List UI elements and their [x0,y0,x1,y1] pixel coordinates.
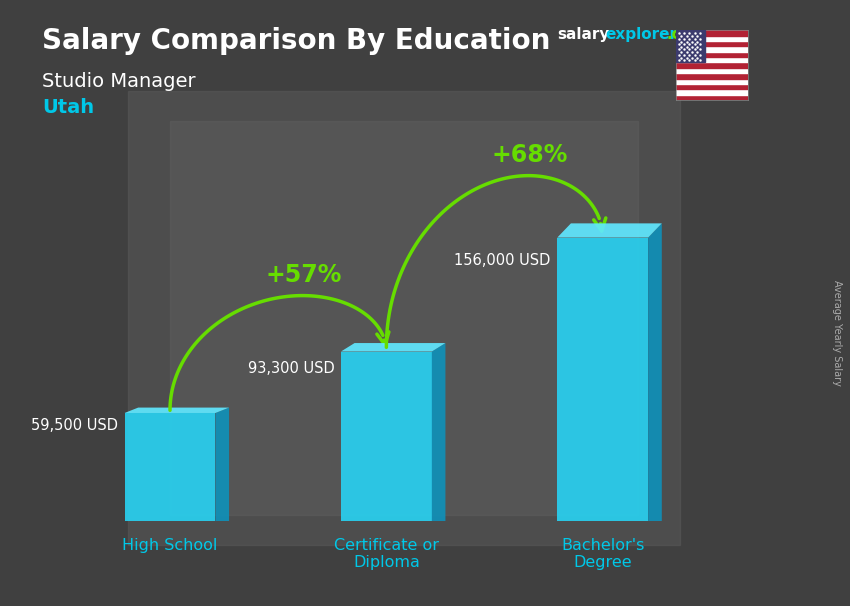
Bar [676,89,748,95]
Text: Average Yearly Salary: Average Yearly Salary [832,281,842,386]
Bar [128,91,680,545]
Bar [170,121,638,515]
Text: explorer: explorer [605,27,677,42]
Bar [676,57,748,62]
Text: 59,500 USD: 59,500 USD [31,419,118,433]
Text: salary: salary [557,27,609,42]
Bar [676,73,748,79]
Bar [676,36,748,41]
Text: 156,000 USD: 156,000 USD [455,253,551,268]
Bar [676,41,748,47]
Polygon shape [341,351,432,521]
Bar [676,47,748,52]
Text: Salary Comparison By Education: Salary Comparison By Education [42,27,551,55]
Text: +68%: +68% [492,142,568,167]
Text: Utah: Utah [42,98,94,117]
Polygon shape [125,408,229,413]
Text: Studio Manager: Studio Manager [42,72,196,90]
Polygon shape [558,238,649,521]
Text: 93,300 USD: 93,300 USD [247,361,334,376]
Polygon shape [432,343,445,521]
Bar [676,79,748,84]
Bar [676,84,748,89]
Bar [676,30,748,36]
Polygon shape [649,224,662,521]
Bar [676,62,748,68]
Bar [676,30,705,62]
Polygon shape [215,408,229,521]
Text: +57%: +57% [265,262,342,287]
Polygon shape [125,413,215,521]
Polygon shape [558,224,662,238]
Bar [676,95,748,100]
Text: .com: .com [666,27,707,42]
Bar [676,52,748,57]
Bar [676,68,748,73]
Polygon shape [341,343,445,351]
